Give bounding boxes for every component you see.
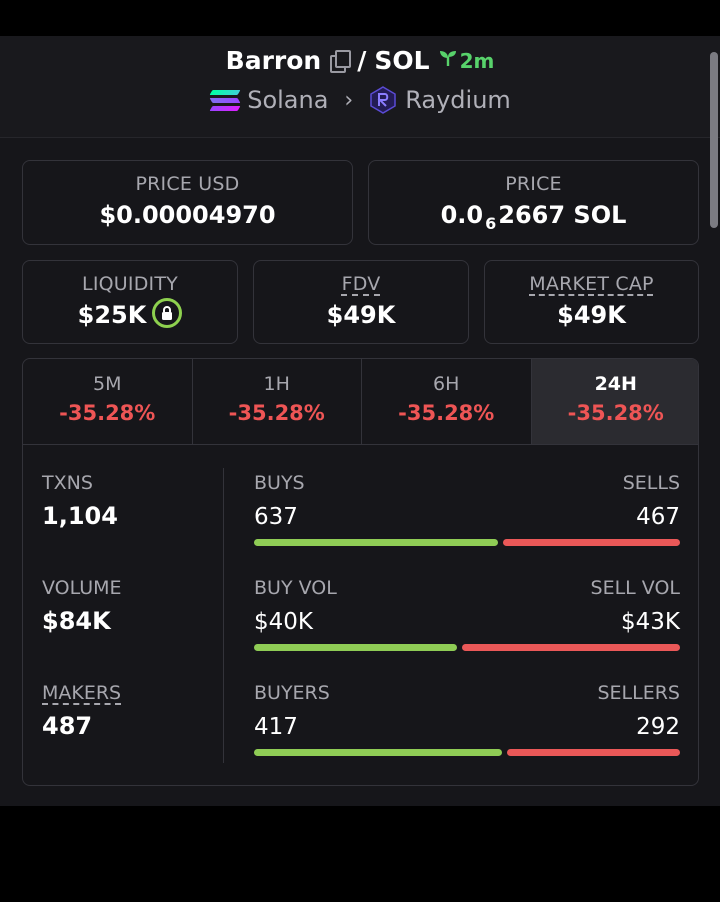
pair-age: 2m (438, 48, 495, 73)
tab-change: -35.28% (228, 401, 325, 425)
sells-label: SELLS (622, 472, 680, 494)
buyers-value: 417 (254, 714, 298, 740)
liquidity-value: $25K (77, 301, 147, 329)
txns-stat: TXNS 1,104 (42, 472, 118, 530)
buys-label: BUYS (254, 472, 305, 494)
buyers-sellers-bar (254, 749, 680, 756)
tab-change: -35.28% (398, 401, 495, 425)
buys-sells-bar (254, 539, 680, 546)
sell-vol-value: $43K (621, 609, 680, 635)
lock-icon[interactable] (152, 298, 183, 328)
chain-link[interactable]: Solana (247, 86, 329, 114)
buys-bar (254, 539, 498, 546)
price-usd-card: PRICE USD $0.00004970 (22, 160, 353, 245)
sellers-value: 292 (636, 714, 680, 740)
buys-sells-stat: BUYS SELLS 637 467 (254, 472, 680, 546)
volume-value: $84K (42, 607, 111, 635)
status-bar (0, 0, 720, 36)
makers-label[interactable]: MAKERS (42, 682, 122, 704)
price-prefix: 0.0 (440, 201, 484, 229)
stats-divider (223, 468, 224, 763)
scrollbar-thumb[interactable] (710, 52, 718, 228)
makers-stat: MAKERS 487 (42, 682, 121, 740)
quote-symbol: SOL (374, 46, 430, 75)
buy-vol-value: $40K (254, 609, 313, 635)
market-cap-label[interactable]: MARKET CAP (529, 273, 654, 295)
buys-value: 637 (254, 504, 298, 530)
price-zero-count: 6 (485, 214, 497, 233)
tab-24h[interactable]: 24H -35.28% (531, 359, 698, 444)
timeframe-stats-box: 5M -35.28% 1H -35.28% 6H -35.28% 24H -35… (22, 358, 699, 786)
liquidity-value-row: $25K (23, 298, 237, 331)
volume-stat: VOLUME $84K (42, 577, 122, 635)
bottom-area (0, 806, 720, 902)
tab-label: 5M (93, 373, 122, 395)
trade-stats: TXNS 1,104 VOLUME $84K MAKERS 487 BUYS SE… (23, 446, 698, 785)
tab-1h[interactable]: 1H -35.28% (193, 359, 362, 444)
copy-icon[interactable] (329, 49, 352, 73)
makers-value: 487 (42, 712, 93, 740)
sprout-icon (438, 48, 458, 73)
tab-label: 6H (433, 373, 460, 395)
solana-logo-icon (209, 89, 241, 111)
buyers-bar (254, 749, 502, 756)
pair-separator: / (357, 46, 367, 75)
sellers-bar (506, 749, 680, 756)
price-sol-label: PRICE (505, 173, 562, 195)
volume-split-bar (254, 644, 680, 651)
txns-value: 1,104 (42, 502, 118, 530)
fdv-value: $49K (326, 301, 396, 329)
market-cap-card: MARKET CAP $49K (484, 260, 699, 344)
volume-label: VOLUME (42, 577, 122, 599)
pair-header: Barron / SOL 2m Solana › Raydium (0, 36, 720, 138)
market-cap-value: $49K (557, 301, 626, 329)
tab-label: 1H (263, 373, 290, 395)
buyers-label: BUYERS (254, 682, 330, 704)
tab-label: 24H (594, 373, 637, 395)
sellers-label: SELLERS (597, 682, 680, 704)
pair-title-row: Barron / SOL 2m (0, 46, 720, 75)
price-rest: 2667 SOL (498, 201, 627, 229)
raydium-logo-icon (369, 86, 397, 114)
chevron-right-icon: › (344, 87, 354, 113)
buy-vol-label: BUY VOL (254, 577, 337, 599)
dex-link[interactable]: Raydium (405, 86, 511, 114)
sell-vol-bar (461, 644, 680, 651)
sells-value: 467 (636, 504, 680, 530)
liquidity-label: LIQUIDITY (82, 273, 178, 295)
fdv-label[interactable]: FDV (341, 273, 381, 295)
liquidity-card: LIQUIDITY $25K (22, 260, 238, 344)
tab-change: -35.28% (567, 401, 664, 425)
price-usd-label: PRICE USD (135, 173, 240, 195)
tab-change: -35.28% (59, 401, 156, 425)
age-text: 2m (459, 48, 495, 73)
token-symbol: Barron (225, 46, 322, 75)
price-usd-value: $0.00004970 (99, 201, 276, 229)
sell-vol-label: SELL VOL (590, 577, 680, 599)
timeframe-tabs: 5M -35.28% 1H -35.28% 6H -35.28% 24H -35… (23, 359, 698, 445)
buy-vol-bar (254, 644, 457, 651)
price-sol-value: 0.0 62667 SOL (369, 201, 698, 233)
sells-bar (502, 539, 680, 546)
price-sol-card: PRICE 0.0 62667 SOL (368, 160, 699, 245)
fdv-card: FDV $49K (253, 260, 469, 344)
chain-dex-breadcrumb: Solana › Raydium (0, 86, 720, 114)
tab-6h[interactable]: 6H -35.28% (362, 359, 532, 444)
tab-5m[interactable]: 5M -35.28% (23, 359, 193, 444)
buyers-sellers-stat: BUYERS SELLERS 417 292 (254, 682, 680, 756)
txns-label: TXNS (42, 472, 93, 494)
volume-split-stat: BUY VOL SELL VOL $40K $43K (254, 577, 680, 651)
